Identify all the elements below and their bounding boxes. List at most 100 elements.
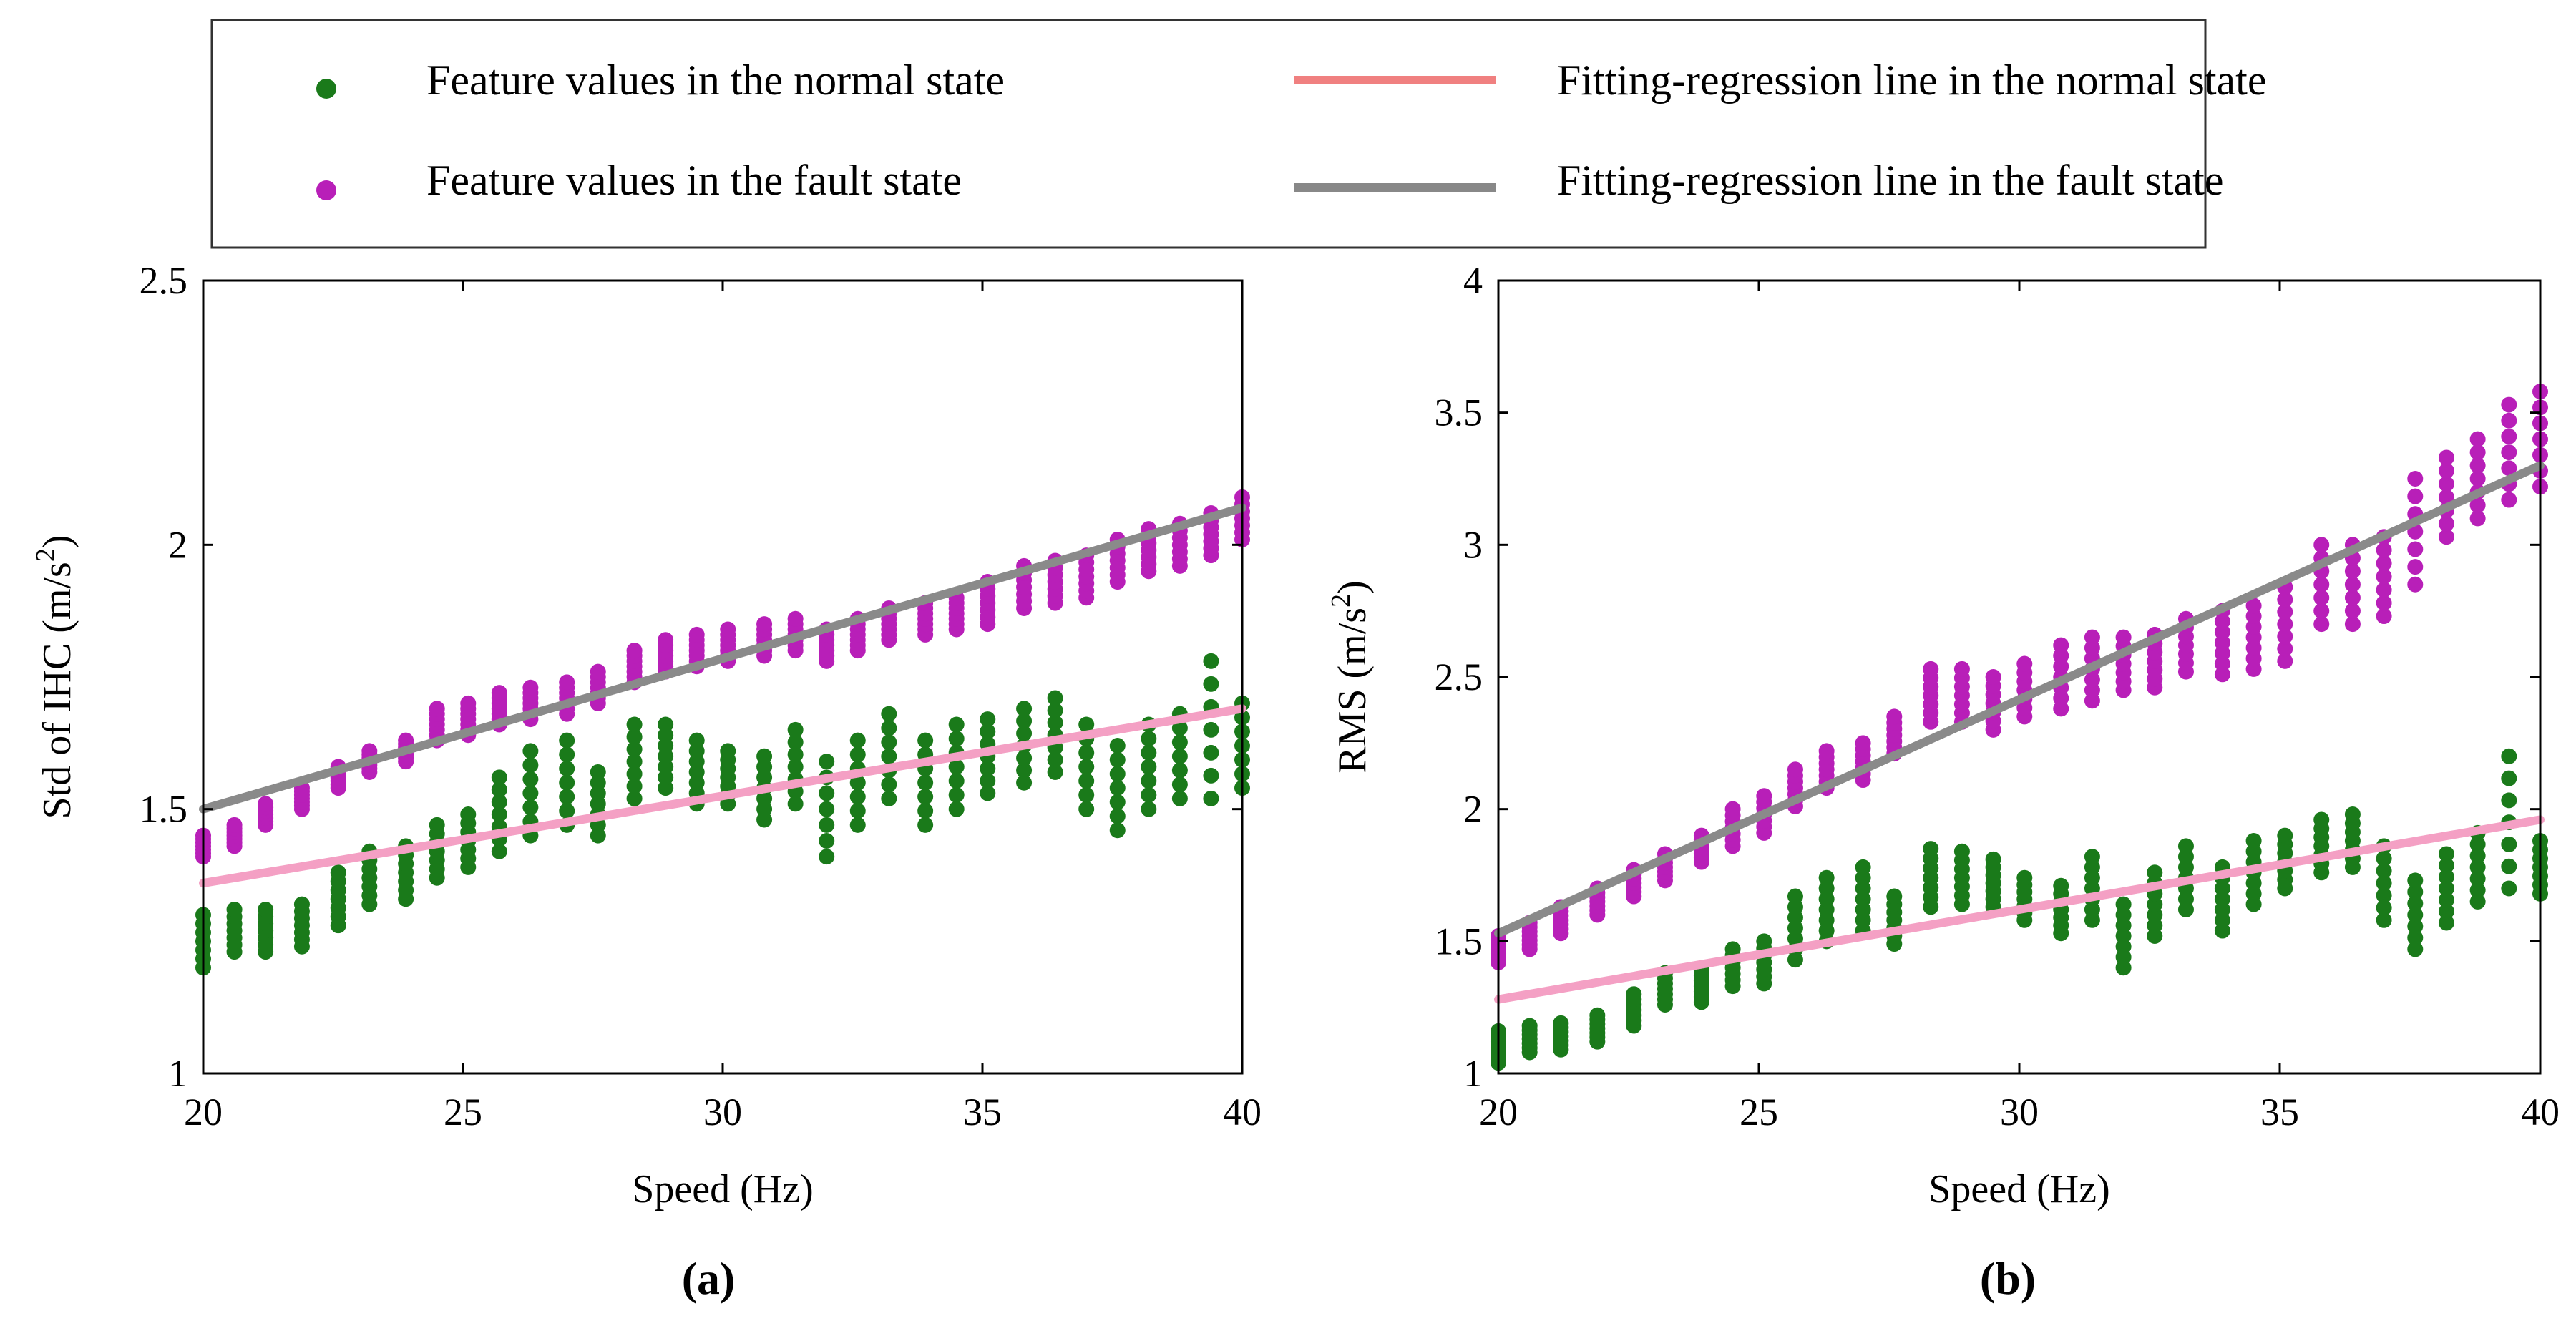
normal-point-a bbox=[258, 902, 274, 918]
ticks-a: 20 25 30 35 40 1 1.5 2 2.5 bbox=[140, 259, 1262, 1134]
fault-point-b bbox=[1756, 788, 1772, 804]
fault-point-b bbox=[2277, 653, 2293, 669]
normal-point-b bbox=[2438, 846, 2454, 862]
normal-point-a bbox=[948, 801, 965, 817]
normal-point-a bbox=[980, 723, 996, 740]
fault-point-b bbox=[2313, 576, 2330, 593]
fault-point-b bbox=[2313, 603, 2330, 619]
fault-point-b bbox=[2501, 444, 2517, 461]
fault-point-b bbox=[2313, 616, 2330, 633]
normal-point-a bbox=[1109, 766, 1126, 782]
fault-point-b bbox=[2438, 529, 2454, 545]
normal-point-b bbox=[2376, 900, 2392, 916]
normal-point-a bbox=[720, 743, 736, 759]
normal-point-a bbox=[626, 790, 643, 806]
x-tick-label-a: 35 bbox=[963, 1091, 1002, 1134]
fault-point-b bbox=[1985, 669, 2001, 685]
normal-point-b bbox=[2438, 857, 2454, 874]
y-tick-label-a: 2.5 bbox=[140, 259, 188, 302]
fault-point-b bbox=[2438, 476, 2454, 492]
normal-point-b bbox=[2407, 884, 2424, 900]
normal-point-a bbox=[559, 803, 575, 819]
legend-item-normal-line: Fitting-regression line in the normal st… bbox=[1294, 57, 2266, 104]
normal-point-b bbox=[2407, 930, 2424, 946]
fault-point-b bbox=[2277, 628, 2293, 645]
fault-point-b bbox=[2376, 568, 2392, 585]
normal-point-b bbox=[1589, 1007, 1606, 1023]
panel-b: 20 25 30 35 40 1 1.5 2 2.5 3 3.5 4 Speed (Hz) RMS (… bbox=[1326, 259, 2560, 1304]
normal-point-a bbox=[1203, 721, 1219, 738]
legend-marker-fault bbox=[316, 180, 336, 200]
normal-point-a bbox=[819, 801, 835, 817]
normal-point-b bbox=[1521, 1018, 1538, 1034]
x-tick-label-a: 20 bbox=[184, 1091, 223, 1134]
normal-regression-line-a bbox=[199, 704, 1246, 888]
fault-point-b bbox=[2501, 428, 2517, 444]
normal-point-a bbox=[787, 734, 804, 751]
normal-point-b bbox=[2469, 859, 2486, 875]
normal-point-a bbox=[559, 746, 575, 763]
normal-point-b bbox=[1626, 986, 1642, 1003]
normal-point-a bbox=[881, 734, 897, 751]
normal-point-a bbox=[590, 764, 606, 780]
normal-point-b bbox=[2469, 882, 2486, 898]
fault-point-a bbox=[429, 701, 445, 717]
normal-point-a bbox=[849, 789, 866, 805]
y-tick-label-b: 2 bbox=[1463, 788, 1483, 831]
normal-point-b bbox=[2053, 877, 2069, 894]
fault-point-b bbox=[2053, 637, 2069, 653]
fault-point-b bbox=[2313, 537, 2330, 553]
fault-point-b bbox=[2469, 431, 2486, 447]
normal-point-b bbox=[1724, 941, 1741, 957]
y-axis-title-a: Std of IHC (m/s2) bbox=[31, 535, 79, 819]
normal-point-a bbox=[1109, 780, 1126, 796]
fault-point-b bbox=[1886, 708, 1903, 725]
legend-frame bbox=[210, 19, 2207, 249]
normal-point-a bbox=[522, 743, 539, 759]
normal-point-a bbox=[626, 754, 643, 770]
normal-point-a bbox=[849, 803, 866, 819]
normal-point-a bbox=[626, 728, 643, 745]
legend-label-fault-points: Feature values in the fault state bbox=[426, 157, 962, 204]
fault-point-a bbox=[491, 685, 507, 701]
normal-point-b bbox=[2501, 836, 2517, 852]
normal-point-b bbox=[2407, 918, 2424, 935]
fault-regression-line-a bbox=[199, 503, 1246, 814]
fault-point-a bbox=[226, 817, 243, 833]
normal-point-a bbox=[1141, 801, 1157, 817]
normal-point-a bbox=[849, 774, 866, 791]
normal-point-a bbox=[1171, 734, 1188, 751]
normal-point-a bbox=[559, 732, 575, 749]
normal-point-b bbox=[2501, 880, 2517, 897]
normal-point-b bbox=[1855, 859, 1871, 875]
normal-point-a bbox=[559, 789, 575, 805]
x-tick-label-a: 30 bbox=[703, 1091, 742, 1134]
normal-point-a bbox=[948, 759, 965, 775]
fault-point-b bbox=[2344, 590, 2361, 606]
normal-point-b bbox=[2376, 875, 2392, 892]
normal-point-b bbox=[2376, 912, 2392, 928]
fault-point-b bbox=[2376, 595, 2392, 611]
fault-point-b bbox=[1818, 743, 1835, 759]
normal-point-a bbox=[559, 774, 575, 791]
normal-point-a bbox=[491, 794, 507, 810]
normal-point-b bbox=[2376, 862, 2392, 879]
normal-point-b bbox=[2407, 941, 2424, 957]
normal-point-a bbox=[1016, 713, 1033, 729]
fault-point-a bbox=[756, 616, 773, 633]
normal-point-a bbox=[1047, 751, 1063, 768]
fault-point-b bbox=[2501, 412, 2517, 429]
normal-point-b bbox=[2501, 858, 2517, 874]
fault-point-b bbox=[2469, 471, 2486, 487]
fault-point-b bbox=[1953, 660, 1970, 677]
legend-label-fault-line: Fitting-regression line in the fault sta… bbox=[1557, 157, 2223, 204]
normal-point-a bbox=[819, 849, 835, 865]
fault-point-a bbox=[522, 679, 539, 696]
fault-point-b bbox=[2501, 396, 2517, 413]
fault-point-b bbox=[1787, 761, 1803, 778]
regression-layer-b bbox=[1494, 461, 2545, 1004]
normal-point-a bbox=[491, 781, 507, 798]
y-tick-label-b: 2.5 bbox=[1435, 655, 1483, 698]
x-tick-label-b: 20 bbox=[1479, 1091, 1518, 1134]
normal-point-a bbox=[1203, 676, 1219, 692]
